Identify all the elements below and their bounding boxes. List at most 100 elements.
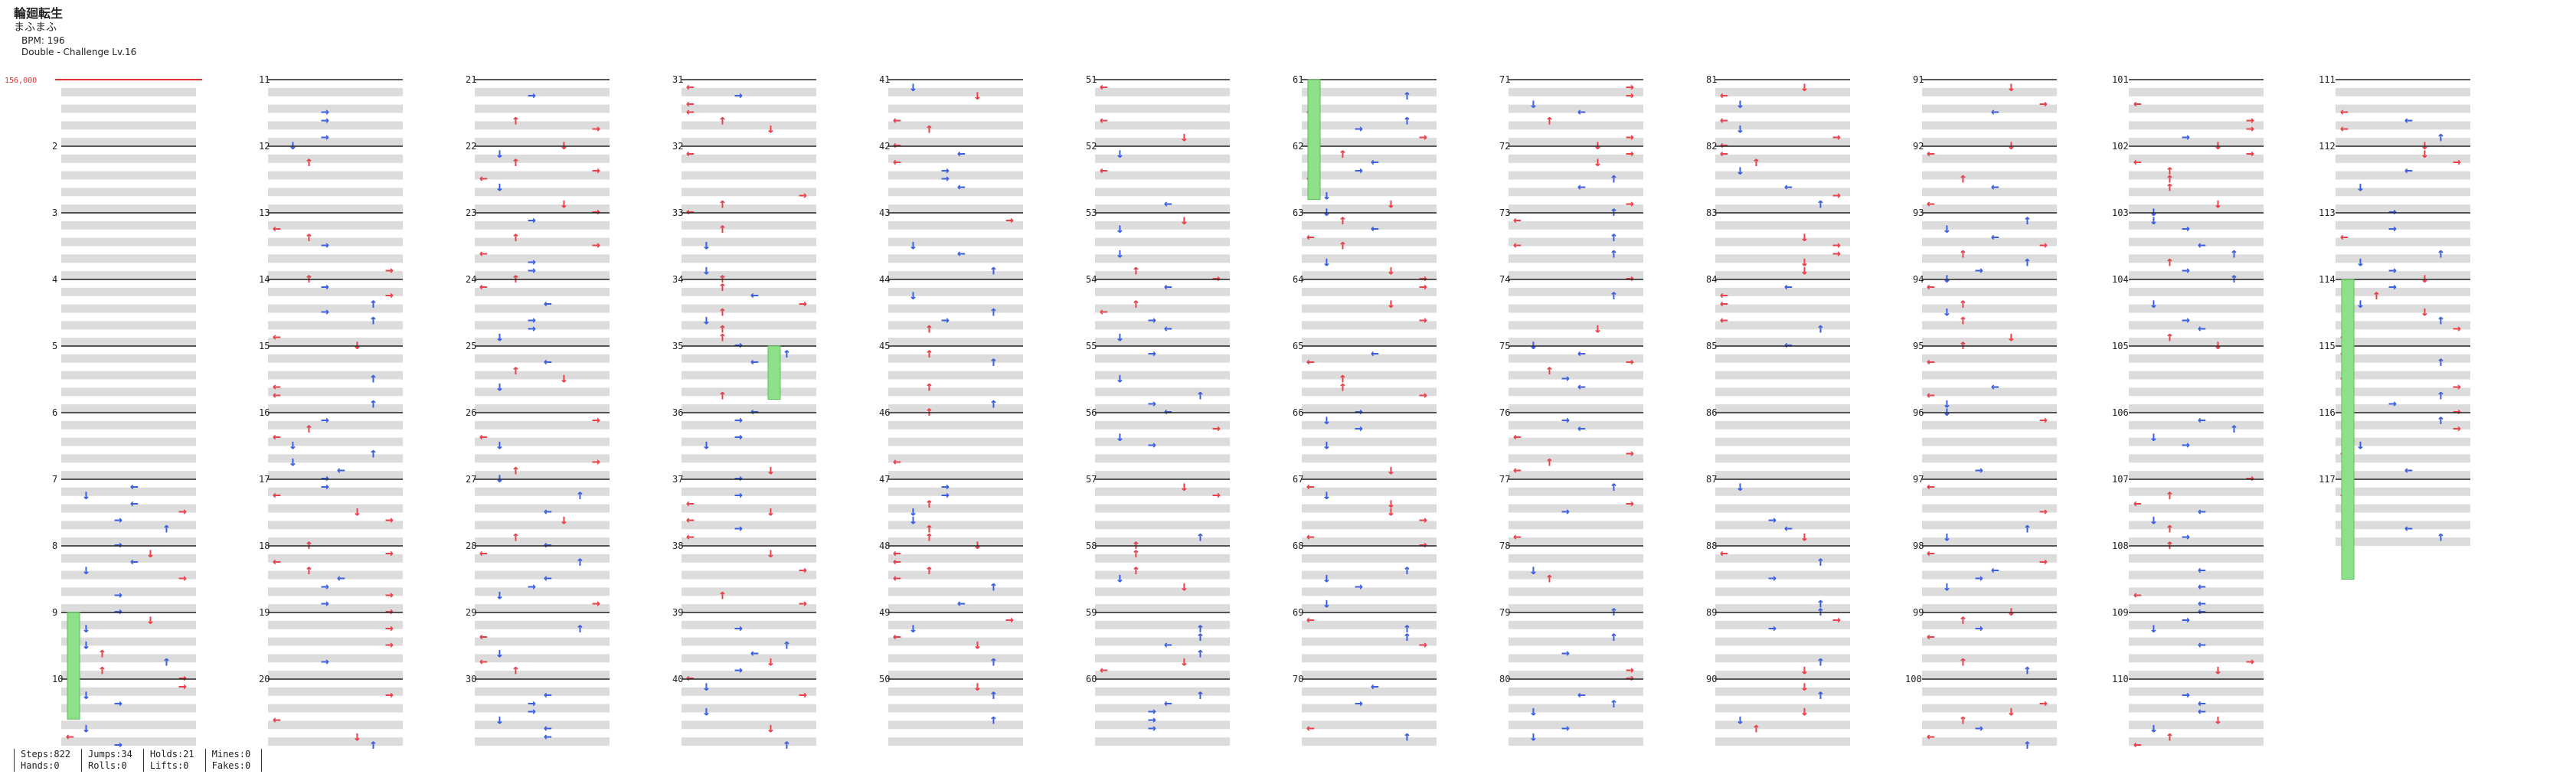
measure-stripe	[888, 654, 1023, 663]
arrow-note: ←	[2404, 162, 2413, 178]
arrow-note: ↓	[1322, 437, 1331, 453]
arrow-note: ←	[1100, 162, 1108, 178]
arrow-note: ←	[2198, 595, 2206, 611]
measure-stripe	[2129, 471, 2264, 479]
arrow-note: ↓	[1116, 145, 1124, 162]
measure-number: 16	[259, 407, 270, 418]
arrow-note: ←	[273, 328, 281, 345]
arrow-note: ↑	[718, 304, 727, 320]
arrow-note: ←	[544, 687, 552, 703]
measure-83: 83↓→→↓↓	[1706, 207, 1850, 279]
measure-stripe	[2129, 504, 2264, 513]
arrow-note: →	[734, 337, 743, 353]
arrow-note: ↑	[2023, 253, 2032, 270]
arrow-note: →	[592, 237, 600, 253]
arrow-note: ←	[544, 570, 552, 586]
arrow-note: ↑	[1816, 595, 1825, 611]
measure-98: 98 ←→←→↓↓	[1913, 541, 2057, 619]
measure-14: 14 → → ↑ → ↑ ← ↓	[259, 274, 403, 353]
measure-stripe	[61, 87, 196, 96]
measure-33: 33 ↑ ↓ ↓ ↑	[672, 207, 816, 286]
arrow-note: ←	[544, 504, 552, 520]
measure-stripe	[1302, 138, 1437, 146]
measure-stripe	[2336, 420, 2470, 430]
measure-stripe	[2336, 254, 2470, 263]
measure-stripe	[1509, 338, 1643, 346]
arrow-note: ←	[750, 403, 759, 420]
measure-number: 84	[1706, 274, 1717, 285]
arrow-note: →	[1561, 371, 1570, 387]
arrow-note: ←	[544, 728, 552, 744]
arrow-note: ↓	[2421, 270, 2429, 286]
measure-stripe	[888, 237, 1023, 247]
measure-79: 79↑→→→	[1499, 607, 1643, 686]
measure-stripe	[1715, 537, 1850, 546]
arrow-note: ↑	[1339, 145, 1347, 162]
measure-number: 6	[52, 407, 57, 418]
measure-stripe	[2336, 387, 2470, 397]
arrow-note: →	[321, 595, 329, 611]
measure-stripe	[2129, 537, 2264, 546]
measure-stripe	[682, 371, 816, 380]
measure-stripe	[1095, 338, 1230, 346]
arrow-note: ←	[1784, 279, 1793, 295]
measure-stripe	[2129, 604, 2264, 612]
arrow-note: ↑	[1610, 479, 1618, 495]
arrow-note: →	[2453, 379, 2461, 395]
measure-stripe	[2129, 304, 2264, 313]
measure-stripe	[475, 188, 610, 197]
measure-stripe	[1302, 121, 1437, 130]
measure-stripe	[1095, 687, 1230, 696]
arrow-note: ←	[1927, 545, 1935, 561]
arrow-note: →	[2246, 470, 2254, 486]
arrow-note: ↓	[2214, 137, 2222, 153]
measure-stripe	[1095, 671, 1230, 679]
measure-number: 76	[1499, 407, 1510, 418]
measure-number: 100	[1905, 674, 1922, 684]
measure-stripe	[1715, 454, 1850, 463]
stat-holds: Holds:21	[149, 749, 195, 760]
arrow-note: ↓	[1387, 495, 1395, 511]
measure-stripe	[682, 454, 816, 463]
arrow-note: ↓	[1322, 487, 1331, 503]
measure-stripe	[1509, 237, 1643, 247]
arrow-note: →	[385, 586, 394, 603]
measure-stripe	[1302, 537, 1437, 546]
measure-stripe	[61, 287, 196, 296]
measure-stripe	[1302, 271, 1437, 279]
measure-stripe	[682, 237, 816, 247]
arrow-note: →	[114, 586, 123, 603]
measure-number: 88	[1706, 541, 1717, 551]
arrow-note: ↑	[718, 270, 727, 286]
measure-stripe	[475, 637, 610, 646]
arrow-note: ↑	[1132, 262, 1140, 278]
measure-number: 41	[879, 74, 890, 85]
arrow-note: ↑	[925, 120, 933, 136]
arrow-note: ←	[2198, 320, 2206, 336]
measure-stripe	[475, 138, 610, 146]
measure-stripe	[888, 371, 1023, 380]
arrow-note: ←	[130, 554, 139, 570]
measure-number: 79	[1499, 607, 1510, 618]
measure-stripe	[268, 720, 403, 730]
arrow-note: →	[1561, 504, 1570, 520]
measure-77: 77 ↑ → → ←	[1499, 474, 1643, 546]
arrow-note: ↓	[1736, 162, 1744, 178]
measure-number: 73	[1499, 207, 1510, 218]
measure-stripe	[2129, 121, 2264, 130]
measure-stripe	[682, 338, 816, 346]
measure-88: 88 ←↑→↑↑	[1706, 541, 1850, 619]
arrow-note: ↓	[767, 720, 775, 736]
measure-stripe	[1302, 87, 1437, 96]
measure-stripe	[1922, 138, 2057, 146]
measure-stripe	[1922, 154, 2057, 163]
measure-stripe	[1302, 504, 1437, 513]
measure-28: 28 ←↑←→↓→	[466, 541, 610, 612]
measure-stripe	[268, 204, 403, 213]
measure-stripe	[1302, 321, 1437, 330]
measure-stripe	[2336, 220, 2470, 230]
measure-stripe	[475, 104, 610, 113]
arrow-note: ←	[1927, 354, 1935, 370]
measure-80: 80 ← ↑ ↓ → ↓	[1499, 674, 1643, 746]
arrow-note: →	[592, 120, 600, 136]
